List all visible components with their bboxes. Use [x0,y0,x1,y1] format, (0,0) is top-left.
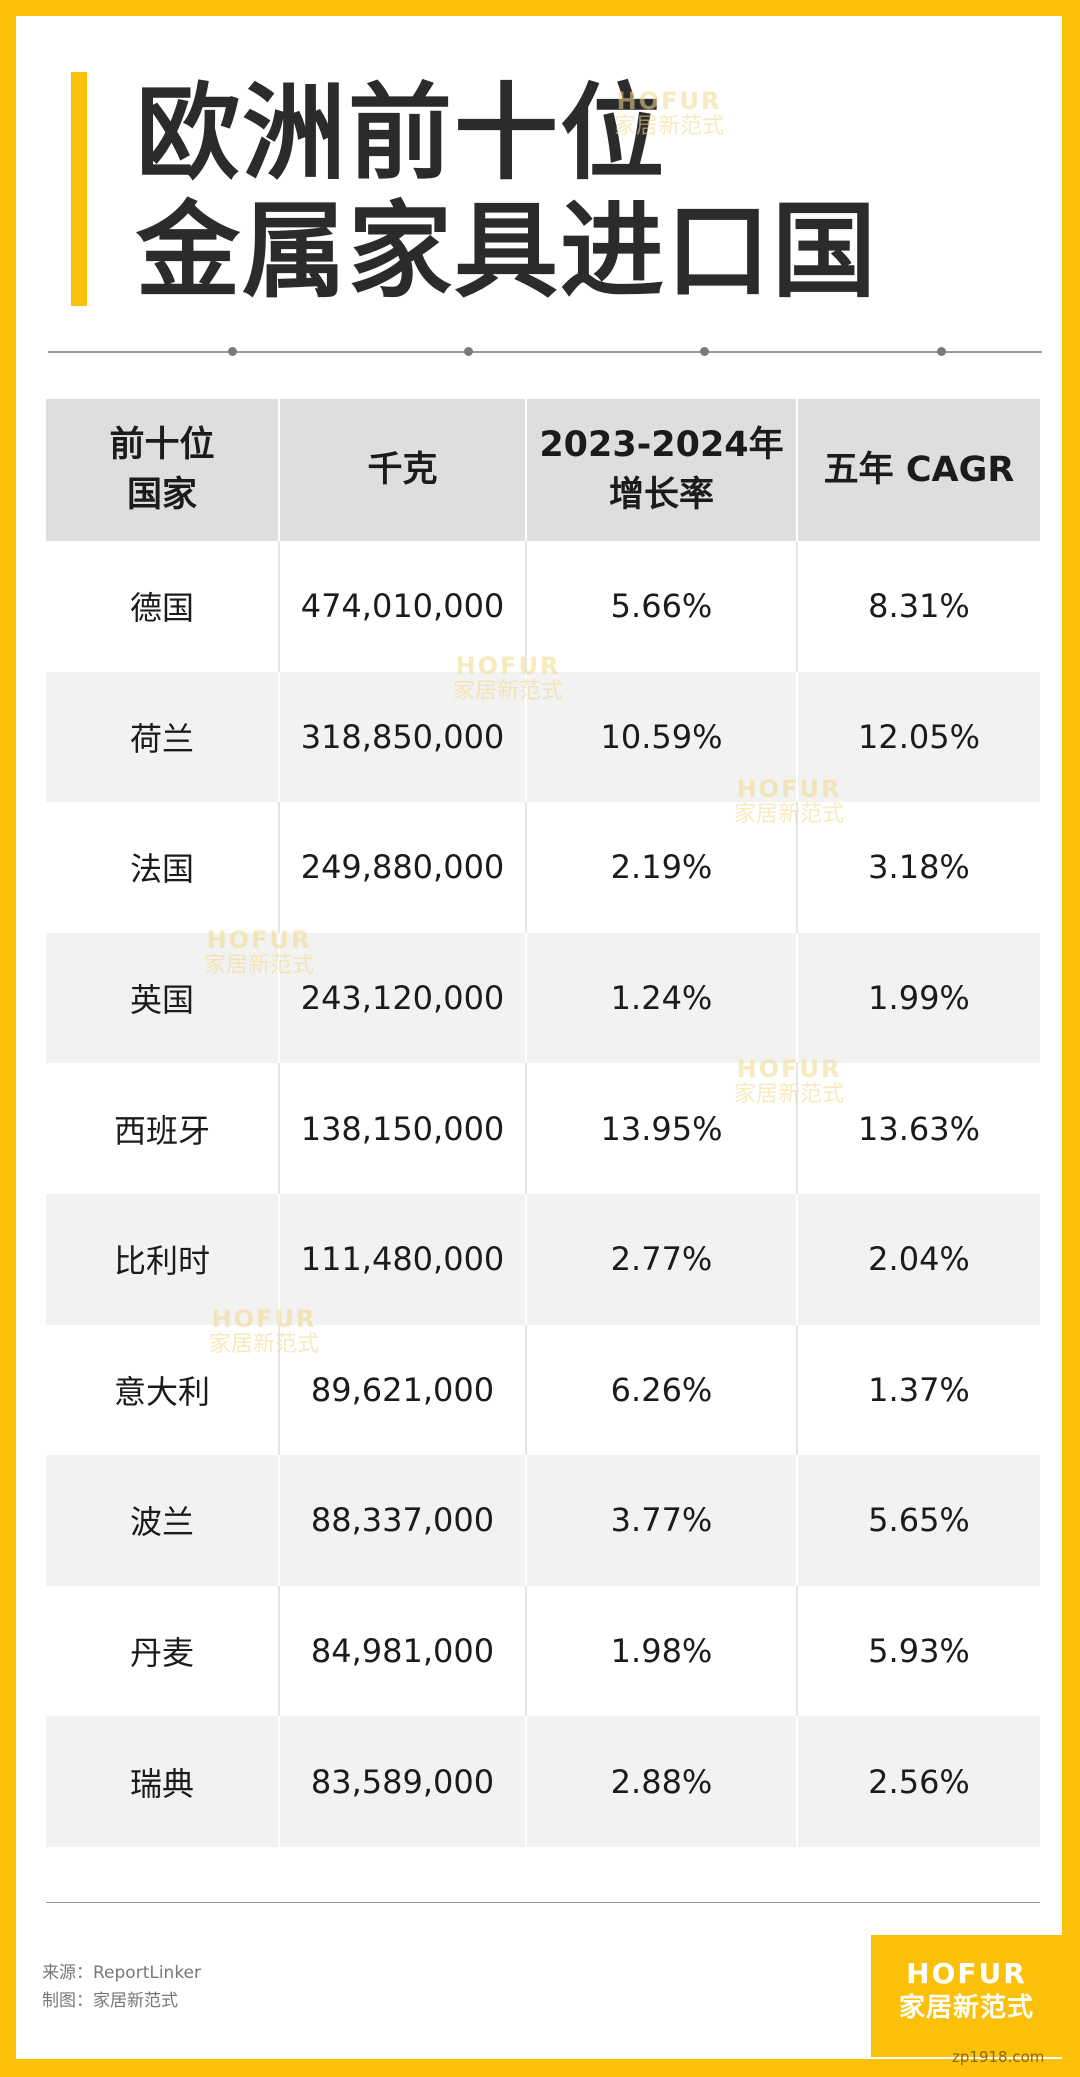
cell-cagr: 5.93% [796,1585,1040,1717]
footer-divider [46,1902,1040,1903]
logo-brand: HOFUR [906,1957,1027,1990]
logo-name: 家居新范式 [898,1993,1034,2023]
cell-country: 荷兰 [46,671,279,803]
cell-cagr: 13.63% [796,1063,1040,1194]
header-kg: 千克 [278,399,526,541]
cell-growth: 1.98% [525,1585,797,1717]
table-row: 意大利 89,621,000 6.26% 1.37% [46,1324,1040,1456]
header-growth: 2023-2024年 增长率 [525,399,797,541]
cell-country: 德国 [129,589,194,628]
import-table: 前十位 国家 千克 2023-2024年 增长率 五年 CAGR 德国 474,… [46,399,1040,1847]
title-line-1: 欧洲前十位 [136,72,667,194]
infographic-card: 欧洲前十位 金属家具进口国 HOFUR 家居新范式 前十位 国家 千克 2023… [16,16,1062,2059]
header-country-line-1: 前十位 [109,425,215,465]
cell-cagr: 5.65% [796,1455,1040,1586]
cell-cagr: 2.04% [796,1193,1040,1325]
cell-kg: 89,621,000 [278,1324,526,1456]
cell-kg: 249,880,000 [278,802,526,933]
table-row: 波兰 88,337,000 3.77% 5.65% [46,1455,1040,1586]
cell-kg: 138,150,000 [278,1063,526,1194]
producer-credit: 制图：家居新范式 [42,1991,178,2011]
cell-country: 波兰 [46,1455,279,1586]
cell-cagr: 3.18% [796,802,1040,933]
header-country-line-2: 国家 [126,475,197,515]
table-header-row: 前十位 国家 千克 2023-2024年 增长率 五年 CAGR [46,399,1040,541]
cell-kg: 111,480,000 [278,1193,526,1325]
table-row: 英国 243,120,000 1.24% 1.99% [46,932,1040,1064]
site-url: zp1918.com [952,2048,1045,2066]
cell-kg: 318,850,000 [278,671,526,803]
cell-kg: 88,337,000 [278,1455,526,1586]
table-row: 法国 249,880,000 2.19% 3.18% [46,802,1040,933]
cell-country: 西班牙 [113,1111,210,1150]
divider-dot [228,347,237,356]
cell-kg: 84,981,000 [278,1585,526,1717]
cell-growth: 6.26% [525,1324,797,1456]
divider-dot [464,347,473,356]
cell-growth: 2.88% [525,1716,797,1847]
cell-country: 英国 [46,932,279,1064]
table-row: 丹麦 84,981,000 1.98% 5.93% [46,1585,1040,1717]
title-divider [48,351,1042,353]
cell-cagr: 8.31% [796,541,1040,672]
table-row: 比利时 111,480,000 2.77% 2.04% [46,1193,1040,1325]
table-row: 瑞典 83,589,000 2.88% 2.56% [46,1716,1040,1847]
header-kg-label: 千克 [367,450,438,490]
header-cagr: 五年 CAGR [796,399,1040,541]
cell-cagr: 1.99% [796,932,1040,1064]
page-title: 欧洲前十位 金属家具进口国 [136,74,878,310]
cell-country: 法国 [129,850,194,889]
cell-cagr: 1.37% [796,1324,1040,1456]
cell-kg: 83,589,000 [278,1716,526,1847]
cell-country: 意大利 [113,1372,210,1411]
table-row: 西班牙 138,150,000 13.95% 13.63% [46,1063,1040,1194]
cell-cagr: 2.56% [796,1716,1040,1847]
brand-logo: HOFUR 家居新范式 [871,1935,1062,2057]
cell-kg: 474,010,000 [278,541,526,672]
cell-growth: 2.19% [525,802,797,933]
source-credit: 来源：ReportLinker [42,1963,202,1983]
cell-growth: 1.24% [525,932,797,1064]
cell-growth: 2.77% [525,1193,797,1325]
table-row: 德国 474,010,000 5.66% 8.31% [46,541,1040,672]
divider-dot [937,347,946,356]
header-cagr-label: 五年 CAGR [823,450,1015,490]
cell-kg: 243,120,000 [278,932,526,1064]
divider-dot [700,347,709,356]
cell-growth: 3.77% [525,1455,797,1586]
cell-country: 瑞典 [46,1716,279,1847]
header-growth-line-2: 增长率 [608,475,714,515]
cell-growth: 13.95% [525,1063,797,1194]
cell-cagr: 12.05% [796,671,1040,803]
credits: 来源：ReportLinker 制图：家居新范式 [42,1959,201,2015]
cell-growth: 5.66% [525,541,797,672]
cell-growth: 10.59% [525,671,797,803]
cell-country: 比利时 [46,1193,279,1325]
table-row: 荷兰 318,850,000 10.59% 12.05% [46,671,1040,803]
header-country: 前十位 国家 [46,399,279,541]
title-line-2: 金属家具进口国 [136,190,879,312]
cell-country: 丹麦 [129,1634,194,1673]
header-growth-line-1: 2023-2024年 [539,425,784,465]
title-accent-bar [71,72,87,306]
